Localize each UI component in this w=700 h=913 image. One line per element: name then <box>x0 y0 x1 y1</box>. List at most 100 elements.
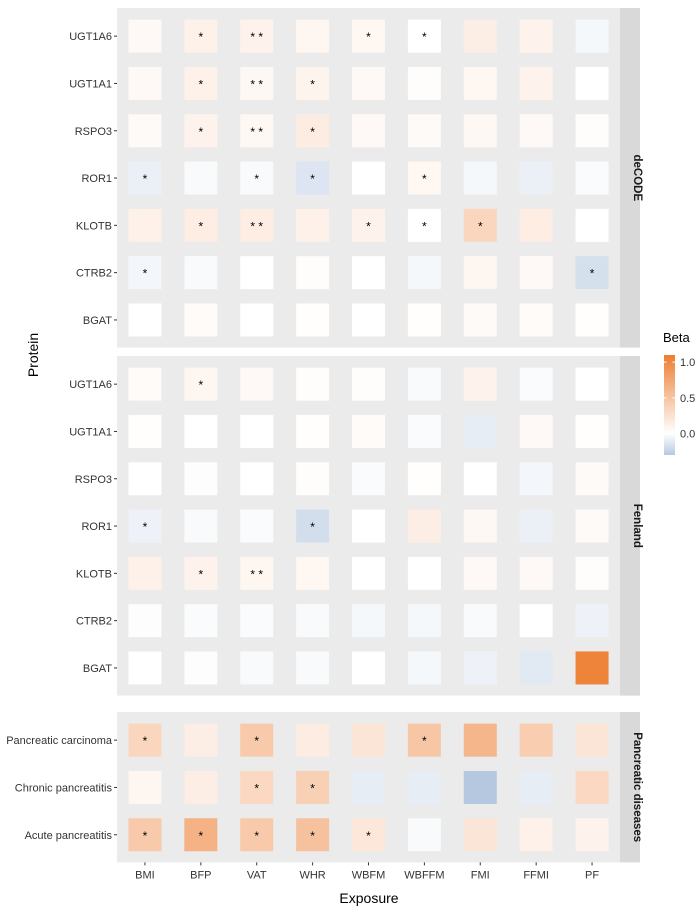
y-tick-label: BGAT <box>83 663 112 675</box>
y-tick-label: BGAT <box>83 315 112 327</box>
heatmap-cell <box>184 367 218 401</box>
significance-mark: * <box>422 30 427 44</box>
heatmap-cell <box>352 303 385 337</box>
heatmap-cell <box>184 256 218 290</box>
x-tick-label: FFMI <box>523 869 549 881</box>
significance-mark: * <box>478 219 483 233</box>
heatmap-cell <box>519 414 553 448</box>
heatmap-cell <box>463 509 497 543</box>
heatmap-cell <box>184 303 218 337</box>
significance-mark: * <box>310 781 315 795</box>
y-tick-label: RSPO3 <box>75 474 112 486</box>
heatmap-cell <box>128 208 162 242</box>
heatmap-cell <box>519 66 553 100</box>
legend-colorbar <box>664 355 675 455</box>
heatmap-cell <box>128 303 162 337</box>
heatmap-cell <box>128 651 162 685</box>
heatmap-cell <box>184 651 218 685</box>
heatmap-cell <box>240 818 274 852</box>
heatmap-cell <box>575 651 609 685</box>
heatmap-cell <box>184 604 218 638</box>
y-tick-label: ROR1 <box>81 521 112 533</box>
significance-mark: * <box>143 172 148 186</box>
heatmap-cell <box>296 208 330 242</box>
y-axis-title: Protein <box>25 333 41 377</box>
heatmap-cell <box>240 256 274 290</box>
y-tick-label: RSPO3 <box>75 126 112 138</box>
heatmap-cell <box>240 604 274 638</box>
heatmap-cell <box>128 161 162 195</box>
y-tick-label: ROR1 <box>81 173 112 185</box>
heatmap-cell <box>128 19 162 53</box>
significance-mark: * <box>310 77 315 91</box>
heatmap-cell <box>128 367 162 401</box>
heatmap-cell <box>519 462 553 496</box>
significance-mark: * <box>198 219 203 233</box>
y-tick-label: UGT1A1 <box>69 78 112 90</box>
heatmap-cell <box>184 19 218 53</box>
heatmap-cell <box>296 303 330 337</box>
heatmap-cell <box>240 208 274 242</box>
significance-mark: * <box>254 172 259 186</box>
heatmap-cell <box>407 367 441 401</box>
significance-mark: * <box>590 267 595 281</box>
heatmap-cell <box>296 66 330 100</box>
heatmap-cell <box>575 770 609 804</box>
x-tick-label: BMI <box>135 869 155 881</box>
legend-title: Beta <box>663 330 691 345</box>
heatmap-cell <box>407 770 441 804</box>
heatmap-cell <box>184 66 218 100</box>
heatmap-cell <box>352 556 385 590</box>
heatmap-cell <box>407 114 441 148</box>
y-tick-label: CTRB2 <box>76 268 112 280</box>
heatmap-cell <box>519 19 553 53</box>
heatmap-cell <box>352 66 385 100</box>
heatmap-cell <box>240 161 274 195</box>
heatmap-cell <box>463 367 497 401</box>
heatmap-cell <box>240 414 274 448</box>
heatmap-cell <box>184 114 218 148</box>
heatmap-cell <box>463 556 497 590</box>
significance-mark: * <box>422 734 427 748</box>
heatmap-cell <box>575 256 609 290</box>
heatmap-cell <box>407 462 441 496</box>
facet-strip <box>620 356 640 696</box>
y-tick-label: UGT1A6 <box>69 379 112 391</box>
heatmap-cell <box>240 509 274 543</box>
heatmap-cell <box>575 604 609 638</box>
significance-mark: * <box>198 567 203 581</box>
heatmap-cell <box>240 462 274 496</box>
heatmap-cell <box>296 462 330 496</box>
heatmap-cell <box>296 723 330 757</box>
heatmap-cell <box>463 66 497 100</box>
significance-mark: * <box>254 829 259 843</box>
x-axis: BMI BFP VAT WHR WBFM WBFFM FMI FFMI PF <box>135 862 599 881</box>
heatmap-cell <box>240 367 274 401</box>
heatmap-cell <box>184 556 218 590</box>
facet-label: Pancreatic diseases <box>631 732 643 842</box>
heatmap-cell <box>519 723 553 757</box>
heatmap-cell <box>128 723 162 757</box>
heatmap-cell <box>240 303 274 337</box>
heatmap-cell <box>407 208 441 242</box>
heatmap-cell <box>296 818 330 852</box>
heatmap-cell <box>407 19 441 53</box>
heatmap-cell <box>519 114 553 148</box>
heatmap-cell <box>296 604 330 638</box>
heatmap-cell <box>575 208 609 242</box>
heatmap-cell <box>575 114 609 148</box>
legend-tick-label: 1.0 <box>680 357 695 369</box>
heatmap-cell <box>352 818 385 852</box>
heatmap-cell <box>296 414 330 448</box>
heatmap-cell <box>352 723 385 757</box>
y-tick-label: CTRB2 <box>76 616 112 628</box>
heatmap-cell <box>184 723 218 757</box>
heatmap-cell <box>407 604 441 638</box>
heatmap-cell <box>352 651 385 685</box>
heatmap-cell <box>463 604 497 638</box>
heatmap-cell <box>519 161 553 195</box>
heatmap-cell <box>352 770 385 804</box>
significance-mark: * <box>198 30 203 44</box>
heatmap-cell <box>352 462 385 496</box>
heatmap-cell <box>407 651 441 685</box>
